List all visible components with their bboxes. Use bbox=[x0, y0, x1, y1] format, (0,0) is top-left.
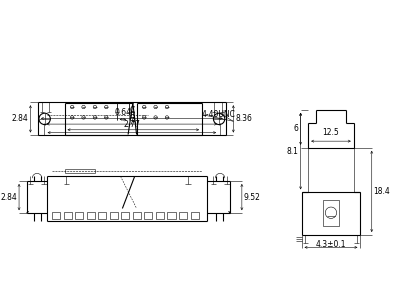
Bar bbox=[179, 212, 187, 219]
Text: 2.84: 2.84 bbox=[0, 193, 17, 202]
Bar bbox=[98, 212, 106, 219]
Bar bbox=[75, 212, 84, 219]
Bar bbox=[167, 212, 176, 219]
Text: 4.3±0.1: 4.3±0.1 bbox=[316, 240, 346, 249]
Text: 8.1: 8.1 bbox=[287, 147, 299, 156]
Bar bbox=[133, 212, 141, 219]
Bar bbox=[52, 212, 60, 219]
Text: 8.36: 8.36 bbox=[235, 114, 252, 123]
Bar bbox=[145, 212, 152, 219]
Bar bbox=[323, 200, 338, 226]
Text: 4-40UNC: 4-40UNC bbox=[202, 110, 236, 119]
Text: 2.84: 2.84 bbox=[12, 114, 28, 123]
Text: C: C bbox=[129, 106, 134, 115]
Bar bbox=[87, 212, 95, 219]
Text: 12.5: 12.5 bbox=[323, 128, 339, 137]
Bar bbox=[64, 212, 72, 219]
Text: 6: 6 bbox=[294, 124, 299, 133]
Bar bbox=[121, 212, 130, 219]
Bar bbox=[156, 212, 164, 219]
Text: A: A bbox=[131, 117, 136, 126]
Bar bbox=[110, 212, 118, 219]
Bar bbox=[191, 212, 199, 219]
Text: 9.52: 9.52 bbox=[244, 193, 260, 202]
Text: 18.4: 18.4 bbox=[374, 187, 390, 196]
Text: B: B bbox=[129, 111, 134, 120]
Text: 0.64: 0.64 bbox=[114, 107, 131, 117]
Text: 2.77: 2.77 bbox=[123, 120, 140, 129]
